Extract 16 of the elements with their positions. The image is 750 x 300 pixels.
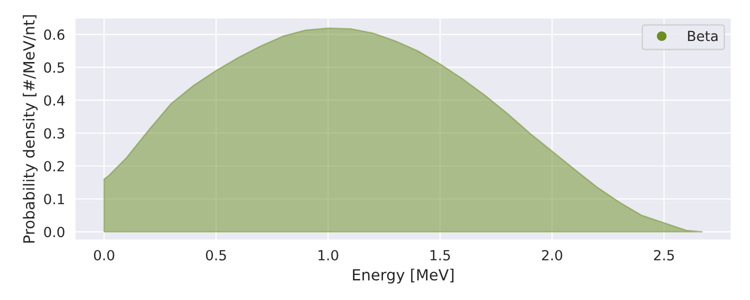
x-tick-label: 0.0 bbox=[94, 250, 114, 260]
x-tick-label: 2.0 bbox=[542, 250, 562, 260]
y-tick-label: 0.2 bbox=[44, 160, 64, 172]
x-tick-label: 1.0 bbox=[318, 250, 338, 260]
legend-label: Beta bbox=[688, 30, 718, 42]
x-tick-label: 0.5 bbox=[206, 250, 226, 260]
y-tick-label: 0.1 bbox=[44, 194, 64, 204]
x-axis-title: Energy [MeV] bbox=[352, 268, 454, 284]
y-tick-label: 0.5 bbox=[44, 62, 64, 73]
x-tick-label: 2.5 bbox=[654, 250, 674, 260]
y-axis-title: Probability density [#/MeV/nt] bbox=[22, 15, 38, 243]
y-tick-label: 0.0 bbox=[44, 226, 64, 238]
y-tick-label: 0.4 bbox=[44, 95, 64, 106]
x-tick-label: 1.5 bbox=[430, 250, 450, 260]
y-tick-label: 0.3 bbox=[44, 128, 64, 139]
y-tick-label: 0.6 bbox=[44, 29, 64, 40]
